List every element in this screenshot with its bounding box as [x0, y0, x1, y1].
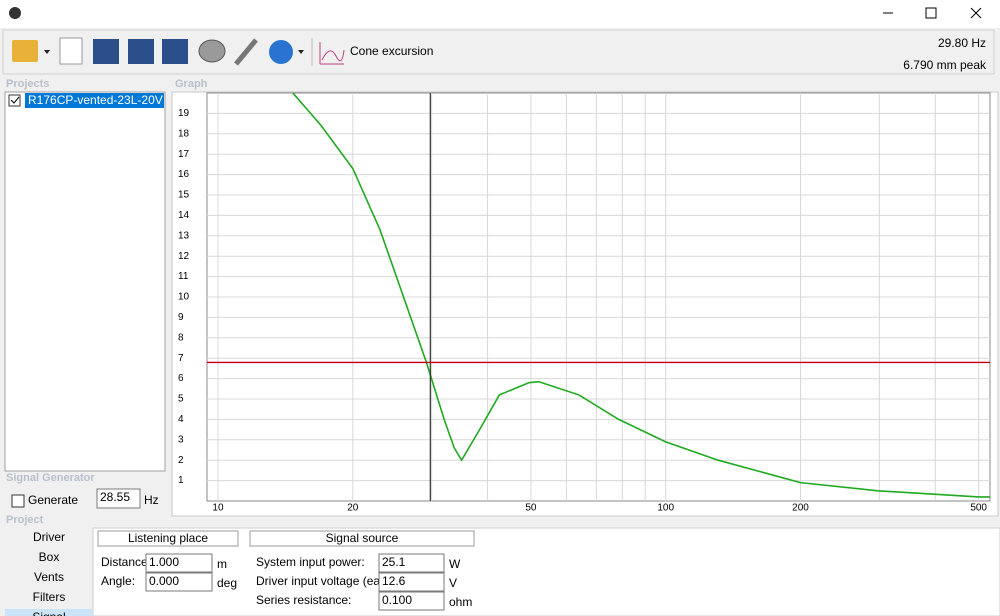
title-bar: [0, 0, 1000, 28]
x-tick-label: 100: [657, 503, 674, 514]
field-input[interactable]: [145, 572, 213, 592]
field-value[interactable]: 25.1: [382, 555, 406, 569]
y-tick-label: 13: [178, 230, 190, 241]
field-input[interactable]: [145, 553, 213, 573]
open-button[interactable]: [12, 40, 38, 62]
x-tick-label: 50: [525, 503, 537, 514]
x-tick-label: 20: [347, 503, 359, 514]
panel-header: Graph: [175, 78, 208, 90]
graph-type-button[interactable]: Cone excursion: [350, 44, 433, 58]
y-tick-label: 1: [178, 475, 184, 486]
field-unit: m: [217, 557, 227, 571]
y-tick-label: 7: [178, 353, 184, 364]
y-tick-label: 5: [178, 394, 184, 405]
open-dropdown[interactable]: [44, 50, 50, 54]
project-checkbox[interactable]: [8, 94, 21, 107]
maximize-button[interactable]: [925, 7, 937, 19]
y-tick-label: 2: [178, 455, 184, 466]
tab-label[interactable]: Signal source: [326, 531, 399, 545]
nav-item[interactable]: Signal: [32, 610, 65, 616]
tab[interactable]: [97, 530, 239, 547]
y-tick-label: 15: [178, 190, 190, 201]
checkmark: [10, 96, 20, 104]
tools-button[interactable]: [234, 38, 258, 66]
field-label: Driver input voltage (each):: [256, 574, 400, 588]
form: Listening place Signal source Distance:1.0…: [97, 530, 475, 611]
y-tick-label: 8: [178, 332, 184, 343]
nav-item[interactable]: Driver: [33, 530, 65, 544]
info-dropdown[interactable]: [298, 50, 304, 54]
field-label: Series resistance:: [256, 593, 351, 607]
y-tick-label: 12: [178, 251, 190, 262]
project-nav: Driver Box Vents Filters Signal: [5, 530, 92, 616]
series-line: [292, 93, 990, 498]
y-tick-label: 6: [178, 373, 184, 384]
field-unit: ohm: [449, 595, 472, 609]
close-button[interactable]: [970, 7, 982, 19]
readout-frequency: 29.80 Hz: [938, 36, 986, 50]
panel-header: Project: [6, 514, 44, 526]
field-label: Distance:: [101, 555, 151, 569]
field-unit: W: [449, 557, 461, 571]
app-icon: [9, 7, 21, 19]
project-list: [4, 91, 166, 472]
field-value[interactable]: 0.000: [149, 574, 179, 588]
generate-label[interactable]: Generate: [28, 493, 78, 507]
chart: 10 20 50 100 200 5001234567891011121314151617…: [178, 93, 990, 514]
x-tick-label: 200: [792, 503, 809, 514]
y-tick-label: 14: [178, 210, 190, 221]
field-value[interactable]: 1.000: [149, 555, 179, 569]
y-tick-label: 18: [178, 128, 190, 139]
tab[interactable]: [249, 530, 475, 547]
nav-item[interactable]: Vents: [34, 570, 64, 584]
frequency-input[interactable]: [96, 488, 141, 509]
y-tick-label: 16: [178, 169, 190, 180]
toolbar-frame: [2, 29, 995, 75]
y-tick-label: 19: [178, 108, 190, 119]
field-input[interactable]: [378, 591, 445, 611]
project-properties: [92, 527, 1000, 616]
field-label: System input power:: [256, 555, 365, 569]
y-tick-label: 3: [178, 434, 184, 445]
panel-header: Signal Generator: [6, 472, 95, 484]
y-tick-label: 11: [178, 271, 189, 282]
driver-button[interactable]: [198, 39, 226, 63]
project-selection[interactable]: [25, 93, 164, 108]
save-as-button[interactable]: [128, 39, 154, 64]
field-input[interactable]: [378, 572, 445, 592]
save-button[interactable]: [93, 39, 119, 64]
x-tick-label: 500: [970, 503, 987, 514]
panel-header: Projects: [6, 78, 49, 90]
y-tick-label: 4: [178, 414, 184, 425]
project-item[interactable]: R176CP-vented-23L-20V: [28, 93, 163, 107]
readout-value: 6.790 mm peak: [903, 58, 987, 72]
field-unit: V: [449, 576, 457, 590]
save-all-button[interactable]: [162, 39, 188, 64]
new-button[interactable]: [59, 37, 83, 65]
tab-label[interactable]: Listening place: [128, 531, 208, 545]
field-unit: deg: [217, 576, 237, 590]
field-input[interactable]: [378, 553, 445, 573]
field-value[interactable]: 12.6: [382, 574, 406, 588]
nav-selected[interactable]: [5, 609, 92, 616]
frequency-value[interactable]: 28.55: [100, 490, 130, 504]
y-tick-label: 17: [178, 149, 190, 160]
y-tick-label: 10: [178, 292, 190, 303]
graph-icon[interactable]: [319, 42, 345, 65]
y-tick-label: 9: [178, 312, 184, 323]
field-label: Angle:: [101, 574, 135, 588]
x-tick-label: 10: [212, 503, 224, 514]
info-button[interactable]: [269, 40, 293, 64]
generate-checkbox[interactable]: [11, 494, 25, 508]
frequency-unit: Hz: [144, 493, 159, 507]
field-value[interactable]: 0.100: [382, 593, 412, 607]
nav-item[interactable]: Filters: [33, 590, 66, 604]
nav-item[interactable]: Box: [39, 550, 60, 564]
